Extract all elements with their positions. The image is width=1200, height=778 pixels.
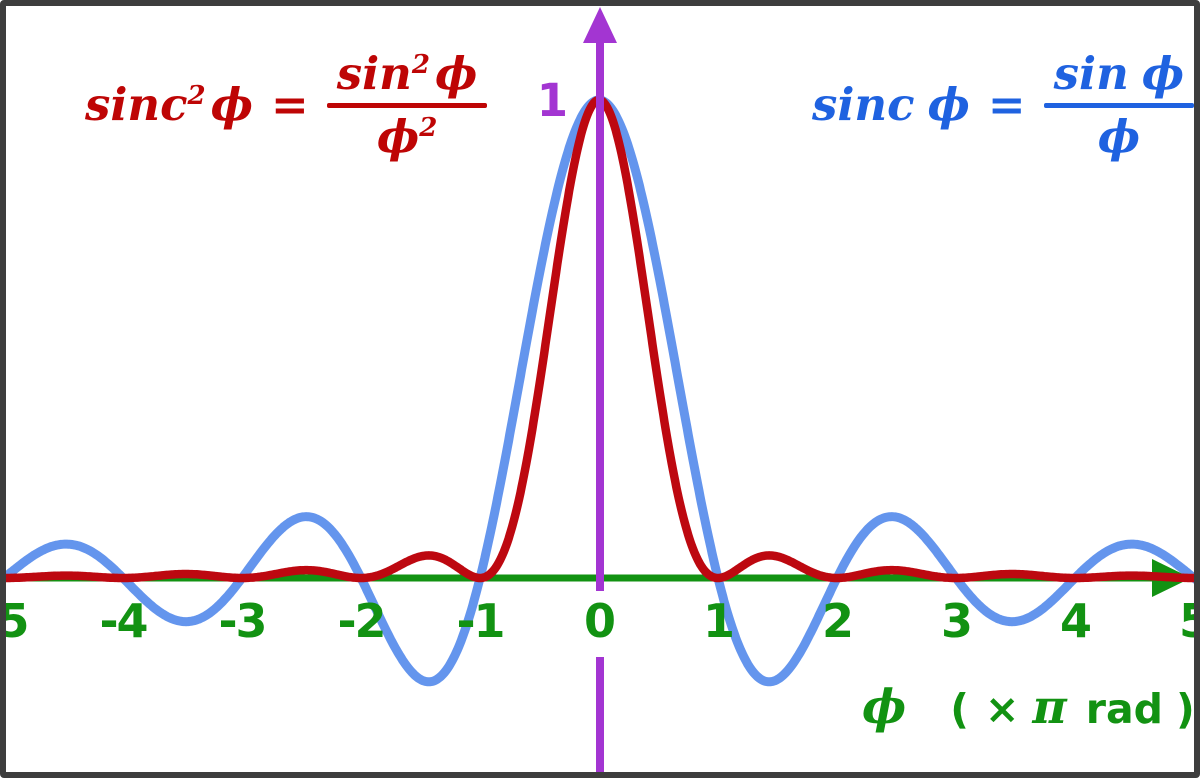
open-paren: ( [950,685,969,733]
x-tick-label-neg4: -4 [99,594,148,648]
numerator: sin2 ϕ [327,48,488,100]
formula-sinc: sinc ϕ = sin ϕ ϕ [812,48,1194,163]
x-tick-label-3: 3 [940,594,973,648]
denominator: ϕ2 [367,109,447,163]
num-base: sin [336,47,412,100]
x-tick-label-5: 5 [1154,597,1194,646]
x-tick-label-0: 0 [583,594,616,648]
phi-symbol: ϕ [1141,47,1185,100]
phi-symbol: ϕ [210,78,254,132]
formula-sinc-squared: sinc2 ϕ = sin2 ϕ ϕ2 [85,48,488,163]
fraction-bar [1043,102,1194,108]
num-base: sin [1053,47,1129,100]
fraction-bar [326,102,488,108]
x-tick-label-neg2: -2 [337,594,386,648]
lhs-base: sinc [812,78,915,132]
den-superscript: 2 [419,112,438,143]
phi-symbol: ϕ [434,47,478,100]
x-tick-label-2: 2 [821,594,854,648]
y-axis-arrow-icon [583,7,617,43]
rad-unit-text: rad [1085,685,1164,733]
fraction: sin2 ϕ ϕ2 [326,48,488,163]
numerator: sin ϕ [1044,47,1194,100]
equals-sign: = [271,78,309,132]
y-tick-label-1: 1 [536,74,568,127]
x-tick-label-1: 1 [702,594,735,648]
phi-symbol: ϕ [862,680,907,735]
equals-sign: = [987,78,1026,132]
multiply-icon: × [985,685,1020,733]
phi-symbol: ϕ [927,78,970,132]
denominator: ϕ [1088,109,1150,163]
x-tick-label-4: 4 [1059,594,1092,648]
formula-lhs: sinc2 ϕ [85,79,253,131]
den-base: ϕ [1097,109,1141,163]
x-tick-label-neg1: -1 [456,594,505,648]
num-superscript: 2 [411,50,430,80]
den-base: ϕ [376,109,420,163]
close-paren: ) [1176,685,1195,733]
fraction: sin ϕ ϕ [1043,47,1194,163]
x-tick-label-neg5: -5 [0,594,30,648]
formula-lhs: sinc ϕ [812,79,970,131]
pi-symbol: π [1032,680,1067,735]
lhs-base: sinc [85,78,188,132]
lhs-superscript: 2 [187,81,206,112]
x-axis-unit-label: ϕ ( × π rad ) [862,680,1195,735]
x-tick-label-neg3: -3 [218,594,267,648]
